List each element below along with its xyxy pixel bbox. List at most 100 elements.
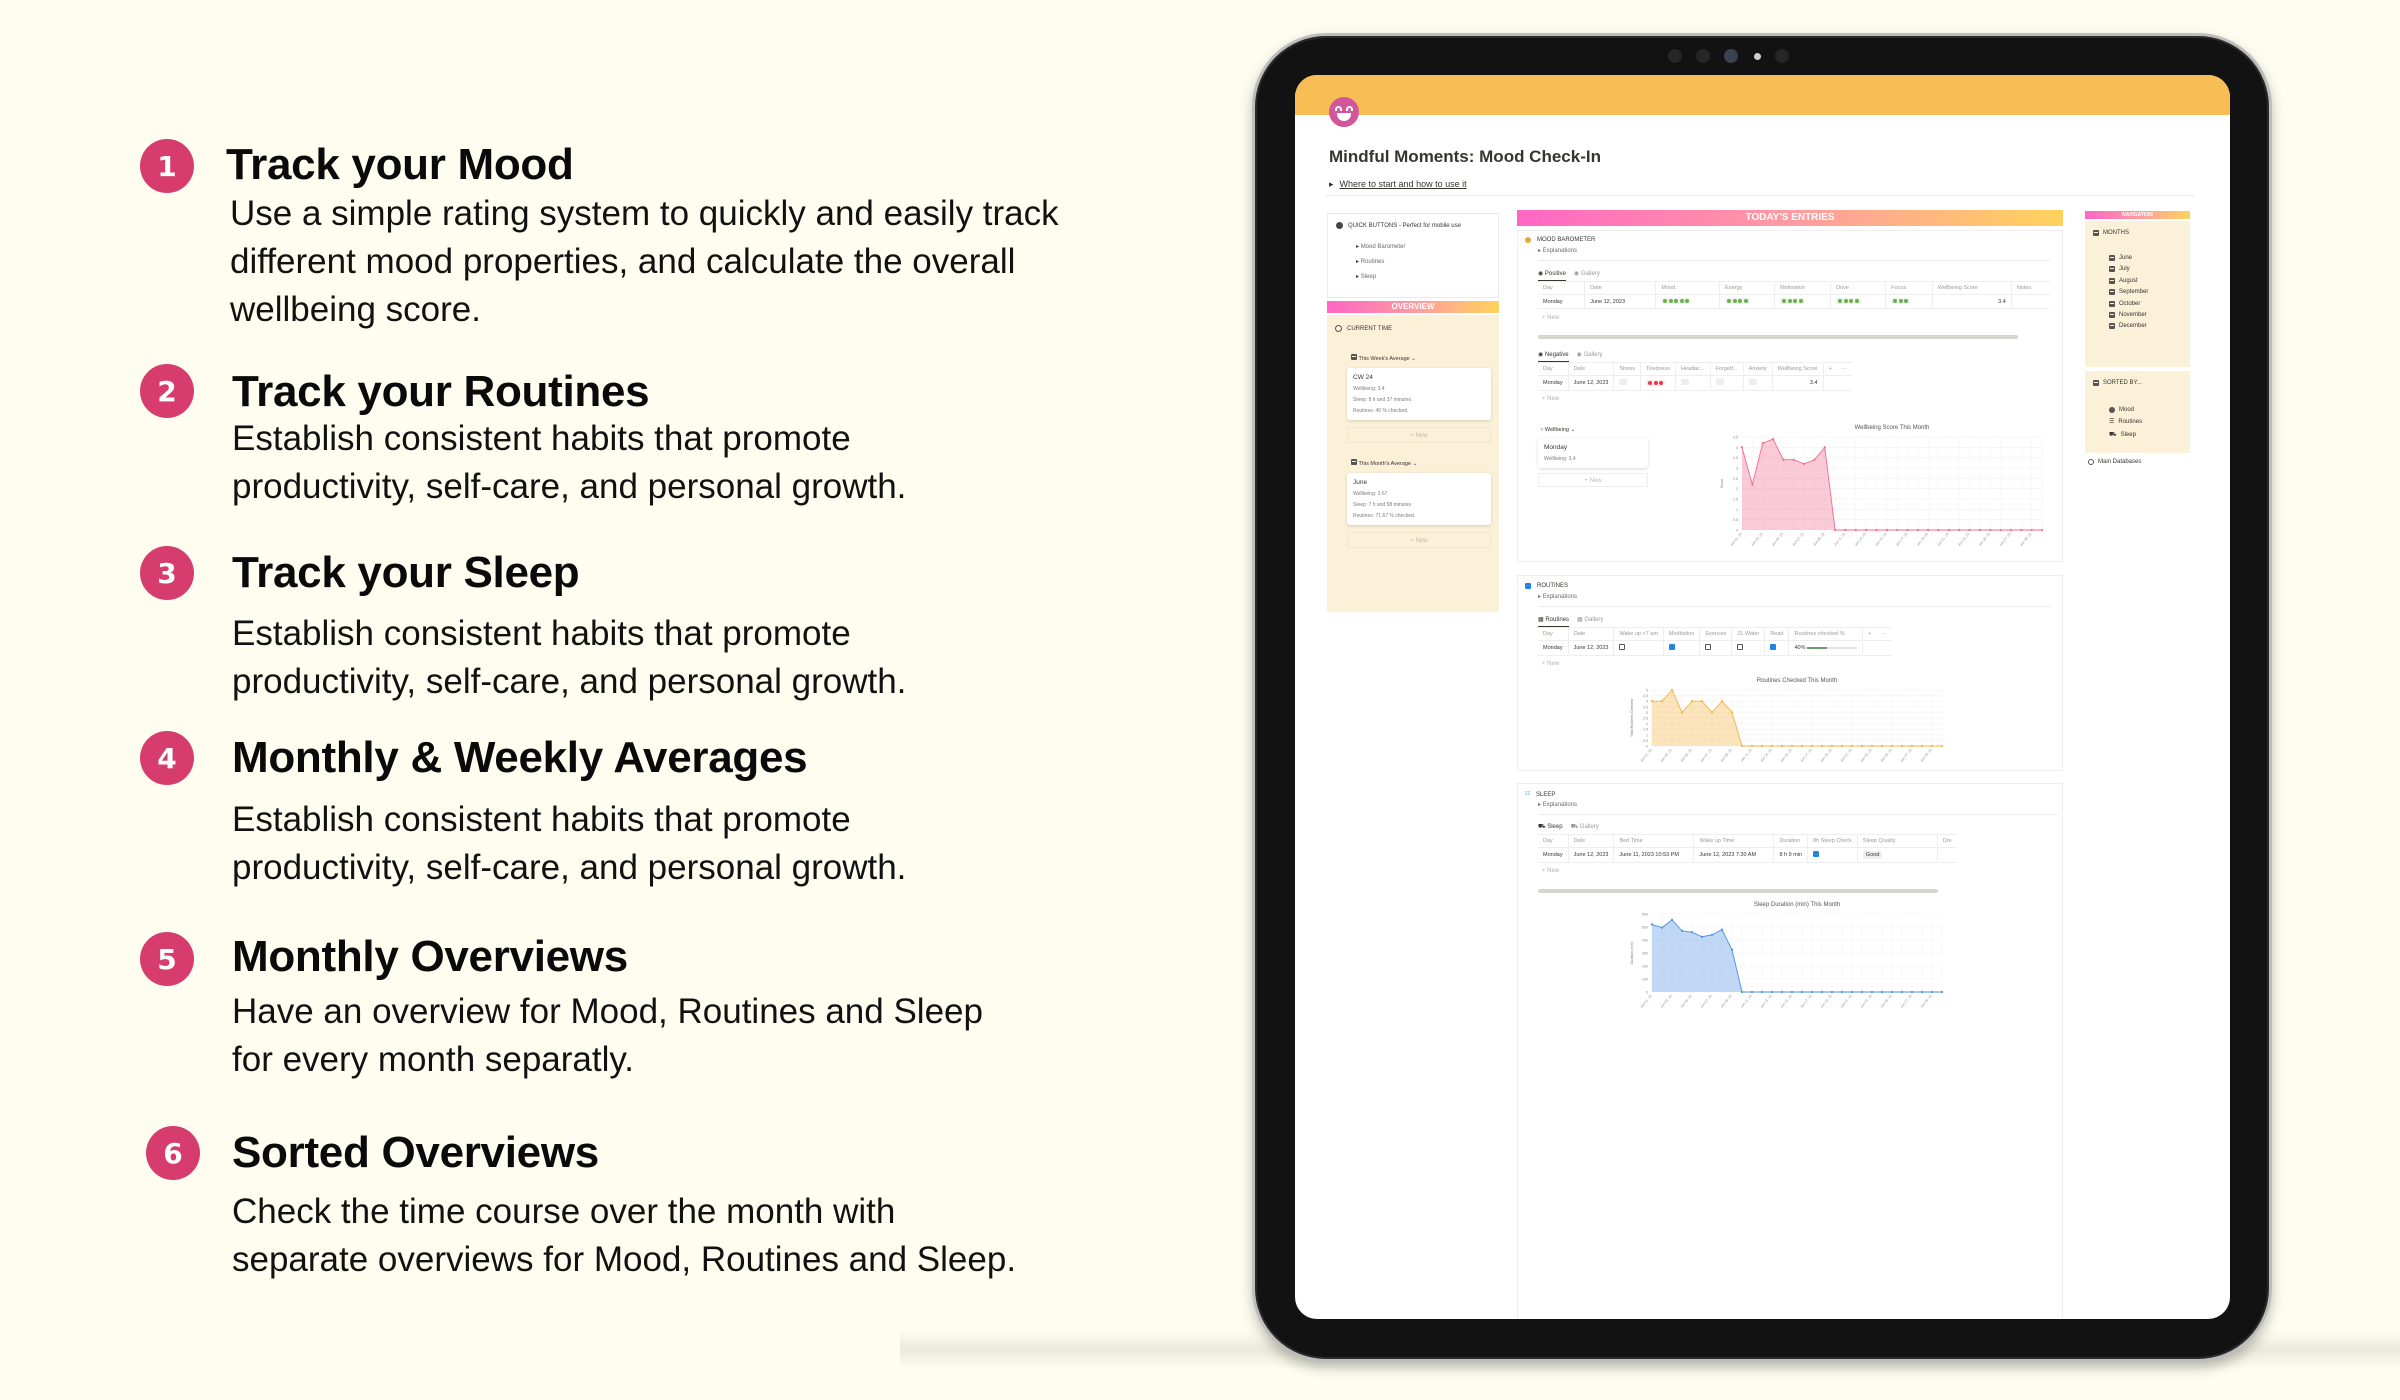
new-month-entry-button[interactable]: + New — [1347, 532, 1491, 548]
column-header[interactable]: Wake up Time — [1693, 834, 1775, 848]
column-header[interactable]: Energy — [1719, 281, 1776, 295]
column-header[interactable]: Date — [1568, 627, 1615, 641]
nav-month-november[interactable]: November — [2109, 311, 2148, 318]
column-header[interactable]: Focus — [1885, 281, 1933, 295]
explanations-toggle[interactable]: ▸ Explanations — [1538, 594, 1578, 600]
column-header[interactable]: Dre — [1937, 834, 1957, 848]
explanations-toggle[interactable]: ▸ Explanations — [1538, 248, 1578, 254]
column-header[interactable]: Headac... — [1675, 362, 1711, 376]
cell-notes[interactable] — [2011, 294, 2050, 309]
quick-button-routines[interactable]: Routines — [1356, 258, 1490, 265]
column-header[interactable]: Wellbeing Score — [1932, 281, 2012, 295]
column-header[interactable]: Day — [1538, 362, 1569, 376]
cell-energy[interactable] — [1719, 294, 1776, 309]
month-view-tab[interactable]: This Month's Average ⌄ — [1351, 459, 1417, 467]
column-header[interactable]: Drive — [1830, 281, 1887, 295]
column-header[interactable]: Forgetf... — [1710, 362, 1744, 376]
table-row[interactable]: Monday June 12, 2023 3.4 — [1538, 375, 1853, 391]
cell-wake-time[interactable]: June 12, 2023 7:30 AM — [1693, 847, 1775, 863]
week-view-tab[interactable]: This Week's Average ⌄ — [1351, 354, 1416, 362]
tab-routines[interactable]: ▦ Routines — [1538, 616, 1570, 627]
column-header[interactable]: Date — [1584, 281, 1657, 295]
nav-month-september[interactable]: September — [2109, 289, 2148, 296]
column-header[interactable]: Duration — [1773, 834, 1809, 848]
more-options-button[interactable]: ··· — [1876, 627, 1892, 641]
explanations-toggle[interactable]: ▸ Explanations — [1538, 802, 1578, 808]
column-header[interactable]: 2L Water — [1731, 627, 1766, 641]
new-wellbeing-entry-button[interactable]: + New — [1538, 473, 1648, 487]
new-routine-row-button[interactable]: + New — [1542, 661, 1560, 667]
nav-month-december[interactable]: December — [2109, 323, 2148, 330]
table-row[interactable]: Monday June 12, 2023 June 11, 2023 10:53… — [1538, 847, 1957, 863]
column-header[interactable]: Routines checked % — [1788, 627, 1864, 641]
column-header[interactable]: Notes — [2011, 281, 2050, 295]
cell-motivation[interactable] — [1774, 294, 1832, 309]
month-average-card[interactable]: June Wellbeing: 3.67 Sleep: 7 h and 58 m… — [1347, 473, 1491, 525]
nav-month-june[interactable]: June — [2109, 255, 2148, 261]
cell-sleep-quality[interactable]: Good — [1857, 847, 1938, 863]
column-header[interactable]: Anxiety — [1743, 362, 1773, 376]
column-header[interactable]: Wellbeing Score — [1772, 362, 1824, 376]
tab-positive[interactable]: ◉ Positive — [1538, 270, 1566, 281]
column-header[interactable]: Exercise — [1699, 627, 1733, 641]
checkbox-unchecked[interactable] — [1737, 644, 1744, 650]
wellbeing-view-tab[interactable]: ○ Wellbeing ⌄ — [1540, 427, 1576, 433]
table-row[interactable]: Monday June 12, 2023 3.4 — [1538, 294, 2050, 309]
wellbeing-card[interactable]: Monday Wellbeing: 3.4 — [1538, 438, 1648, 468]
cell-wake-up[interactable] — [1613, 640, 1664, 656]
main-databases-link[interactable]: Main Databases — [2088, 459, 2141, 465]
cell-water[interactable] — [1731, 640, 1766, 656]
column-header[interactable]: Read — [1764, 627, 1790, 641]
cell-focus[interactable] — [1885, 294, 1933, 309]
checkbox-unchecked[interactable] — [1619, 644, 1626, 650]
cell-bed-time[interactable]: June 11, 2023 10:53 PM — [1613, 847, 1695, 863]
column-header[interactable]: Day — [1538, 834, 1569, 848]
grinning-face-icon[interactable] — [1329, 97, 1359, 127]
cell-drive[interactable] — [1830, 294, 1887, 309]
column-header[interactable]: Date — [1568, 834, 1615, 848]
checkbox-checked[interactable] — [1770, 644, 1777, 650]
checkbox-checked[interactable] — [1668, 644, 1675, 650]
cell-headache[interactable] — [1675, 375, 1711, 391]
cell-exercise[interactable] — [1699, 640, 1733, 656]
tab-gallery[interactable]: ▦ Gallery — [1577, 617, 1604, 623]
column-header[interactable]: Sleep Quality — [1857, 834, 1938, 848]
cell-date[interactable]: June 12, 2023 — [1568, 375, 1615, 391]
new-negative-row-button[interactable]: + New — [1542, 396, 1560, 402]
new-positive-row-button[interactable]: + New — [1542, 315, 1560, 321]
column-header[interactable]: Meditation — [1663, 627, 1701, 641]
cell-day[interactable]: Monday — [1538, 294, 1586, 309]
column-header[interactable]: Date — [1568, 362, 1615, 376]
tab-gallery[interactable]: ◉ Gallery — [1573, 271, 1600, 277]
tab-gallery[interactable]: ◉ Gallery — [1576, 352, 1603, 358]
column-header[interactable]: Motivation — [1774, 281, 1832, 295]
tab-gallery[interactable]: ⛟ Gallery — [1570, 824, 1599, 830]
quick-button-mood[interactable]: Mood Barometer — [1356, 243, 1490, 250]
cell-date[interactable]: June 12, 2023 — [1568, 847, 1615, 863]
cell-tiredness[interactable] — [1640, 375, 1676, 391]
nav-sorted-mood[interactable]: Mood — [2109, 407, 2142, 413]
cell-meditation[interactable] — [1663, 640, 1701, 656]
column-header[interactable]: Bed Time — [1613, 834, 1695, 848]
column-header[interactable]: 8h Sleep Check — [1807, 834, 1858, 848]
checkbox-unchecked[interactable] — [1705, 644, 1712, 650]
cell-day[interactable]: Monday — [1538, 640, 1569, 656]
column-header[interactable]: Tiredness — [1640, 362, 1676, 376]
nav-sorted-routines[interactable]: ☰ Routines — [2109, 418, 2142, 426]
column-header[interactable]: Day — [1538, 627, 1569, 641]
column-header[interactable]: Day — [1538, 281, 1586, 295]
more-options-button[interactable]: ··· — [1836, 362, 1853, 376]
cell-date[interactable]: June 12, 2023 — [1568, 640, 1615, 656]
new-week-entry-button[interactable]: + New — [1347, 427, 1491, 443]
cell-anxiety[interactable] — [1743, 375, 1773, 391]
cell-read[interactable] — [1764, 640, 1790, 656]
nav-month-july[interactable]: July — [2109, 266, 2148, 273]
horizontal-scrollbar[interactable] — [1538, 335, 2018, 339]
cell-forgetfulness[interactable] — [1710, 375, 1744, 391]
column-header[interactable]: Wake up <7 am — [1613, 627, 1664, 641]
intro-toggle-label[interactable]: Where to start and how to use it — [1339, 179, 1467, 189]
week-average-card[interactable]: CW 24 Wellbeing: 3.4 Sleep: 8 h and 37 m… — [1347, 368, 1491, 420]
cell-mood[interactable] — [1655, 294, 1720, 309]
cell-date[interactable]: June 12, 2023 — [1584, 294, 1657, 309]
quick-button-sleep[interactable]: Sleep — [1356, 273, 1490, 280]
